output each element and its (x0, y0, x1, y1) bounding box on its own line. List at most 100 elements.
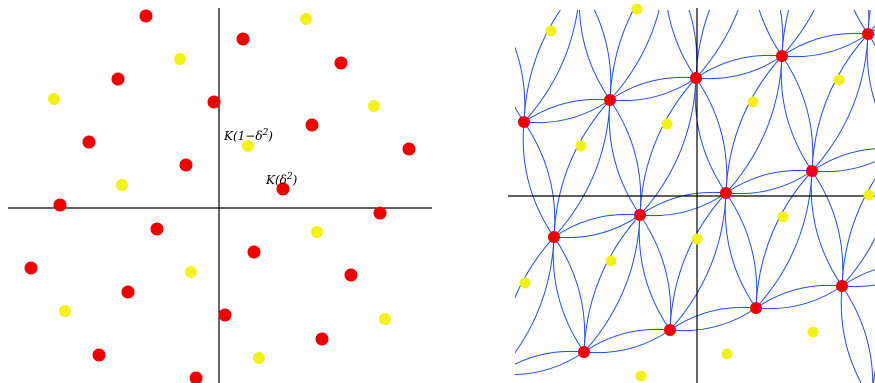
boundary-arc (866, 33, 875, 104)
boundary-arc (515, 236, 555, 354)
boundary-arc (583, 214, 641, 353)
boundary-arc (841, 237, 875, 287)
yellow-point (691, 233, 703, 245)
yellow-point (300, 13, 312, 25)
red-point (236, 32, 250, 46)
boundary-arc (810, 170, 843, 287)
boundary-arc (755, 170, 813, 309)
yellow-point (807, 326, 819, 338)
yellow-point (174, 53, 186, 65)
red-point (690, 72, 702, 84)
yellow-point (777, 211, 789, 223)
red-point (806, 165, 818, 177)
red-point (82, 135, 96, 149)
red-point (315, 332, 329, 346)
red-point (218, 308, 232, 322)
boundary-arc (725, 170, 813, 195)
red-point (53, 198, 67, 212)
yellow-point (59, 305, 71, 317)
red-point (720, 187, 732, 199)
yellow-point (631, 3, 643, 15)
boundary-arc (463, 0, 494, 7)
red-point (207, 95, 221, 109)
boundary-arc (583, 214, 641, 353)
boundary-arc (811, 33, 869, 172)
boundary-arc (523, 98, 611, 123)
red-point (578, 346, 590, 358)
red-point (518, 116, 530, 128)
red-point (836, 280, 848, 292)
boundary-arc (853, 10, 869, 35)
boundary-arc (639, 192, 727, 217)
red-point (334, 56, 348, 70)
red-point (862, 28, 874, 40)
boundary-arc (781, 55, 814, 172)
yellow-point (721, 348, 733, 360)
yellow-point (368, 100, 380, 112)
yellow-point (605, 255, 617, 267)
yellow-point (833, 74, 845, 86)
boundary-arc (608, 99, 641, 216)
boundary-arc (841, 284, 875, 288)
red-point (111, 72, 125, 86)
label-k-one-minus-delta-squared: K(1−δ2) (223, 128, 273, 143)
yellow-point (635, 370, 647, 382)
yellow-point (519, 277, 531, 289)
yellow-point (116, 179, 128, 191)
boundary-arc (593, 10, 612, 101)
red-point (179, 158, 193, 172)
boundary-arc (779, 10, 784, 57)
red-point (92, 348, 106, 362)
boundary-arc (781, 32, 869, 57)
yellow-point (311, 226, 323, 238)
boundary-arc (867, 10, 871, 35)
boundary-arc (725, 55, 783, 194)
boundary-arc (467, 259, 498, 374)
red-point (305, 118, 319, 132)
boundary-arc (553, 236, 586, 353)
boundary-arc (639, 214, 672, 331)
red-point (402, 142, 416, 156)
yellow-point (242, 140, 254, 152)
boundary-arc (515, 46, 526, 123)
yellow-point (379, 313, 391, 325)
yellow-point (863, 189, 875, 201)
right-lattice-panel (463, 0, 875, 383)
red-point (121, 285, 135, 299)
boundary-arc (523, 10, 579, 123)
boundary-arc (781, 33, 869, 58)
yellow-point (747, 96, 759, 108)
red-point (604, 94, 616, 106)
boundary-arc (523, 99, 611, 124)
boundary-arc (522, 121, 555, 238)
boundary-arc (811, 161, 875, 173)
boundary-arc (494, 0, 580, 8)
boundary-arc (724, 192, 757, 309)
boundary-arc (695, 54, 783, 79)
boundary-arc (583, 329, 671, 354)
yellow-point (575, 140, 587, 152)
red-point (139, 9, 153, 23)
boundary-arc (841, 178, 875, 287)
boundary-arc (609, 10, 634, 101)
red-point (776, 50, 788, 62)
boundary-arc (725, 55, 783, 194)
boundary-arc (553, 213, 641, 238)
red-point (548, 231, 560, 243)
boundary-arc (515, 350, 585, 365)
boundary-arc (695, 10, 739, 79)
boundary-arc (464, 0, 495, 7)
yellow-point (661, 118, 673, 130)
red-point (344, 268, 358, 282)
red-point (247, 245, 261, 259)
boundary-arc (725, 169, 813, 194)
yellow-point (253, 352, 265, 364)
boundary-arc (578, 10, 611, 101)
boundary-arc (755, 284, 843, 309)
boundary-arc (523, 10, 562, 123)
boundary-arc (695, 77, 728, 194)
boundary-arc (639, 77, 697, 216)
red-point (24, 261, 38, 275)
boundary-arc (609, 76, 697, 101)
